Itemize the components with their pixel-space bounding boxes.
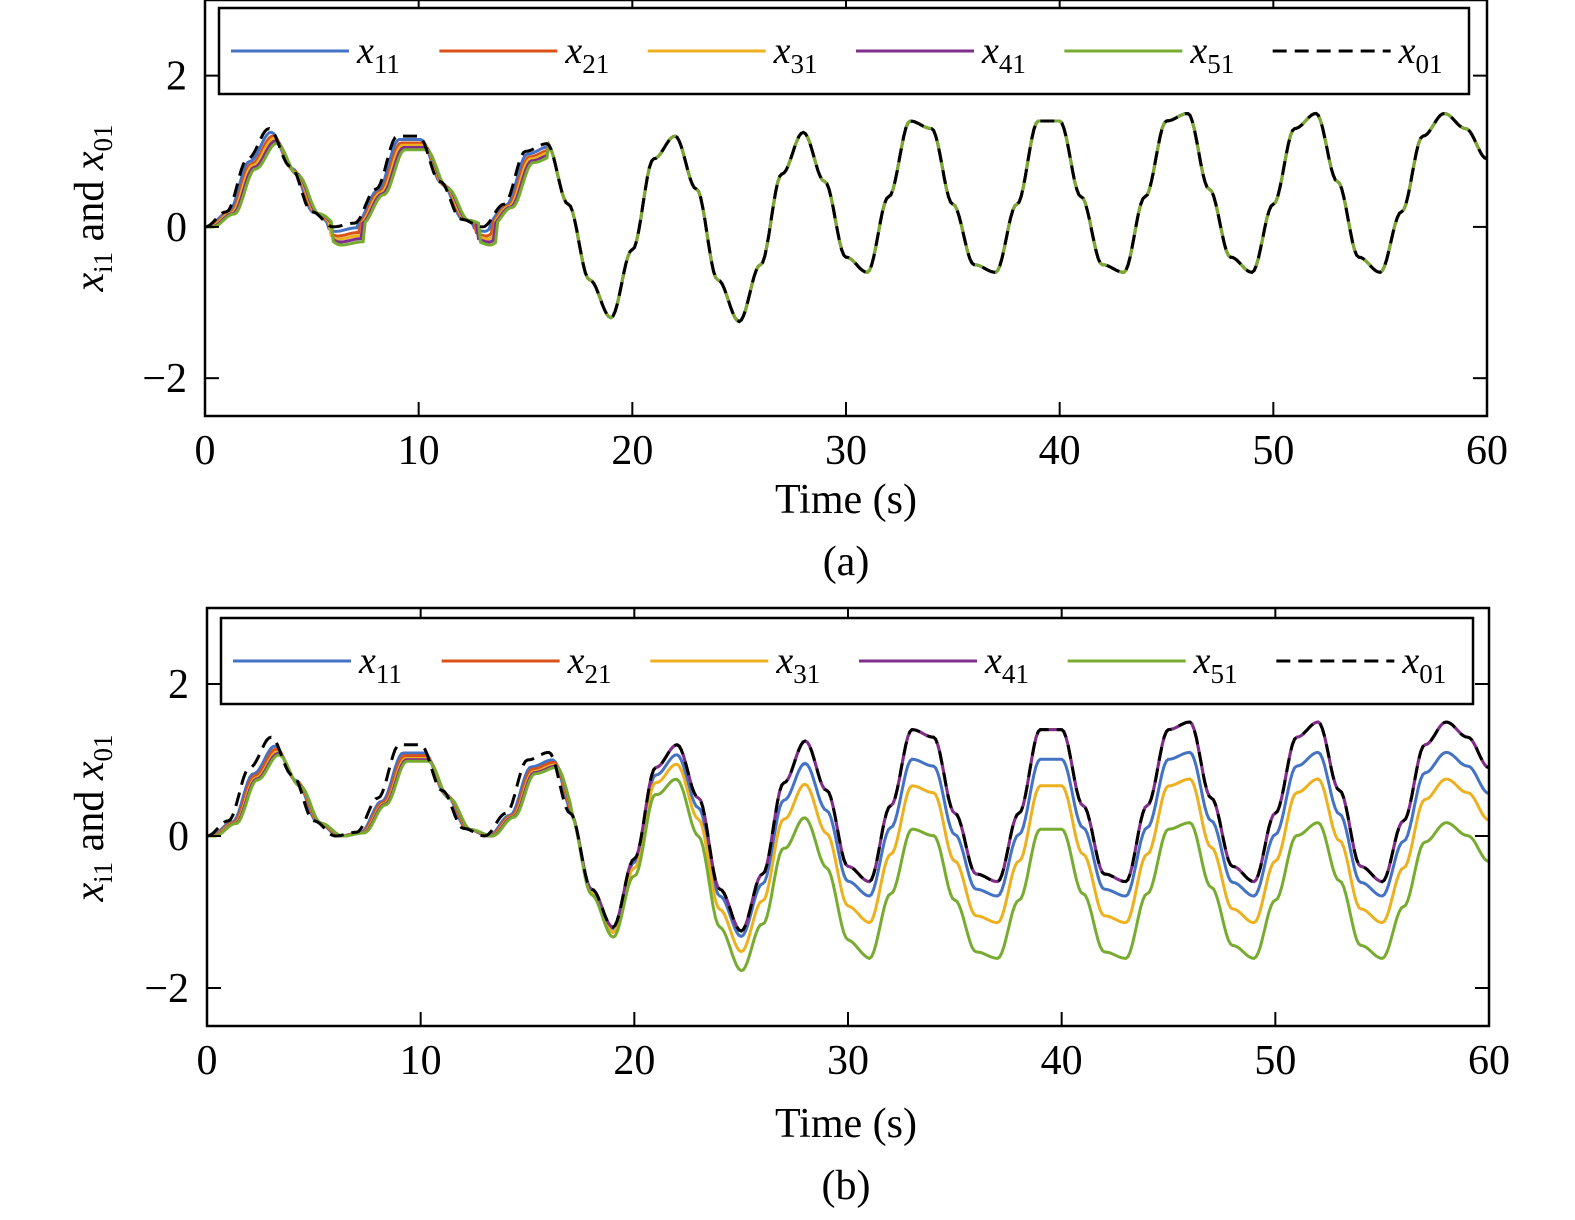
x-tick-label: 10 bbox=[398, 428, 440, 474]
chart-panel-a: 0 10 20 30 40 50 60−202 x11 x21 x31 x41 x51 x01 Tim… bbox=[67, 0, 1508, 585]
series-line-x01 bbox=[206, 720, 1490, 933]
y-tick-label: 2 bbox=[166, 54, 187, 100]
y-tick-label: 0 bbox=[168, 814, 189, 860]
series-line-x11 bbox=[207, 744, 1490, 939]
y-tick-label: −2 bbox=[144, 966, 189, 1012]
x-tick-label: 30 bbox=[827, 1038, 869, 1084]
series-line-x21 bbox=[205, 111, 1488, 324]
series-line-x41 bbox=[207, 720, 1490, 933]
x-tick-label: 20 bbox=[613, 1038, 655, 1084]
legend-label-x01: x01 bbox=[1401, 640, 1446, 689]
legend-label-x31: x31 bbox=[773, 30, 818, 79]
chart-b-xlabel: Time (s) bbox=[775, 1101, 917, 1147]
legend-label-x51: x51 bbox=[1193, 640, 1238, 689]
y-tick-label: −2 bbox=[142, 356, 187, 402]
legend-label-x01: x01 bbox=[1398, 30, 1443, 79]
chart-a-series-lines bbox=[204, 111, 1488, 324]
x-tick-label: 20 bbox=[611, 428, 653, 474]
series-line-x01 bbox=[204, 111, 1488, 324]
x-tick-label: 0 bbox=[195, 428, 216, 474]
chart-a-xlabel: Time (s) bbox=[775, 477, 917, 523]
x-tick-label: 10 bbox=[400, 1038, 442, 1084]
chart-a-caption: (a) bbox=[823, 539, 870, 585]
legend-label-x51: x51 bbox=[1189, 30, 1234, 79]
x-tick-label: 50 bbox=[1252, 428, 1294, 474]
x-tick-label: 60 bbox=[1468, 1038, 1510, 1084]
chart-a-ylabel: xi1 and x01 bbox=[67, 125, 118, 293]
chart-b-legend: x11 x21 x31 x41 x51 x01 bbox=[219, 616, 1475, 706]
chart-b-series-lines bbox=[206, 720, 1490, 973]
x-tick-label: 40 bbox=[1039, 428, 1081, 474]
legend-label-x11: x11 bbox=[356, 30, 400, 79]
legend-label-x41: x41 bbox=[984, 640, 1029, 689]
y-tick-label: 2 bbox=[168, 662, 189, 708]
series-line-x21 bbox=[207, 720, 1490, 933]
x-tick-label: 30 bbox=[825, 428, 867, 474]
series-line-x51 bbox=[207, 753, 1490, 973]
chart-b-ticks: 0 10 20 30 40 50 60−202 bbox=[144, 608, 1510, 1084]
x-tick-label: 50 bbox=[1254, 1038, 1296, 1084]
legend-box bbox=[219, 616, 1475, 706]
chart-b-ylabel: xi1 and x01 bbox=[67, 735, 118, 903]
legend-label-x21: x21 bbox=[567, 640, 612, 689]
legend-label-x41: x41 bbox=[981, 30, 1026, 79]
legend-label-x21: x21 bbox=[564, 30, 609, 79]
legend-label-x31: x31 bbox=[775, 640, 820, 689]
chart-a-ticks: 0 10 20 30 40 50 60−202 bbox=[142, 0, 1508, 474]
legend-box bbox=[217, 6, 1471, 96]
x-tick-label: 40 bbox=[1041, 1038, 1083, 1084]
x-tick-label: 0 bbox=[197, 1038, 218, 1084]
x-tick-label: 60 bbox=[1466, 428, 1508, 474]
series-line-x31 bbox=[207, 750, 1490, 954]
y-tick-label: 0 bbox=[166, 205, 187, 251]
chart-a-legend: x11 x21 x31 x41 x51 x01 bbox=[217, 6, 1471, 96]
legend-label-x11: x11 bbox=[358, 640, 402, 689]
chart-b-caption: (b) bbox=[822, 1163, 871, 1209]
chart-panel-b: 0 10 20 30 40 50 60−202 x11 x21 x31 x41 x51 x01 Tim… bbox=[67, 606, 1510, 1209]
